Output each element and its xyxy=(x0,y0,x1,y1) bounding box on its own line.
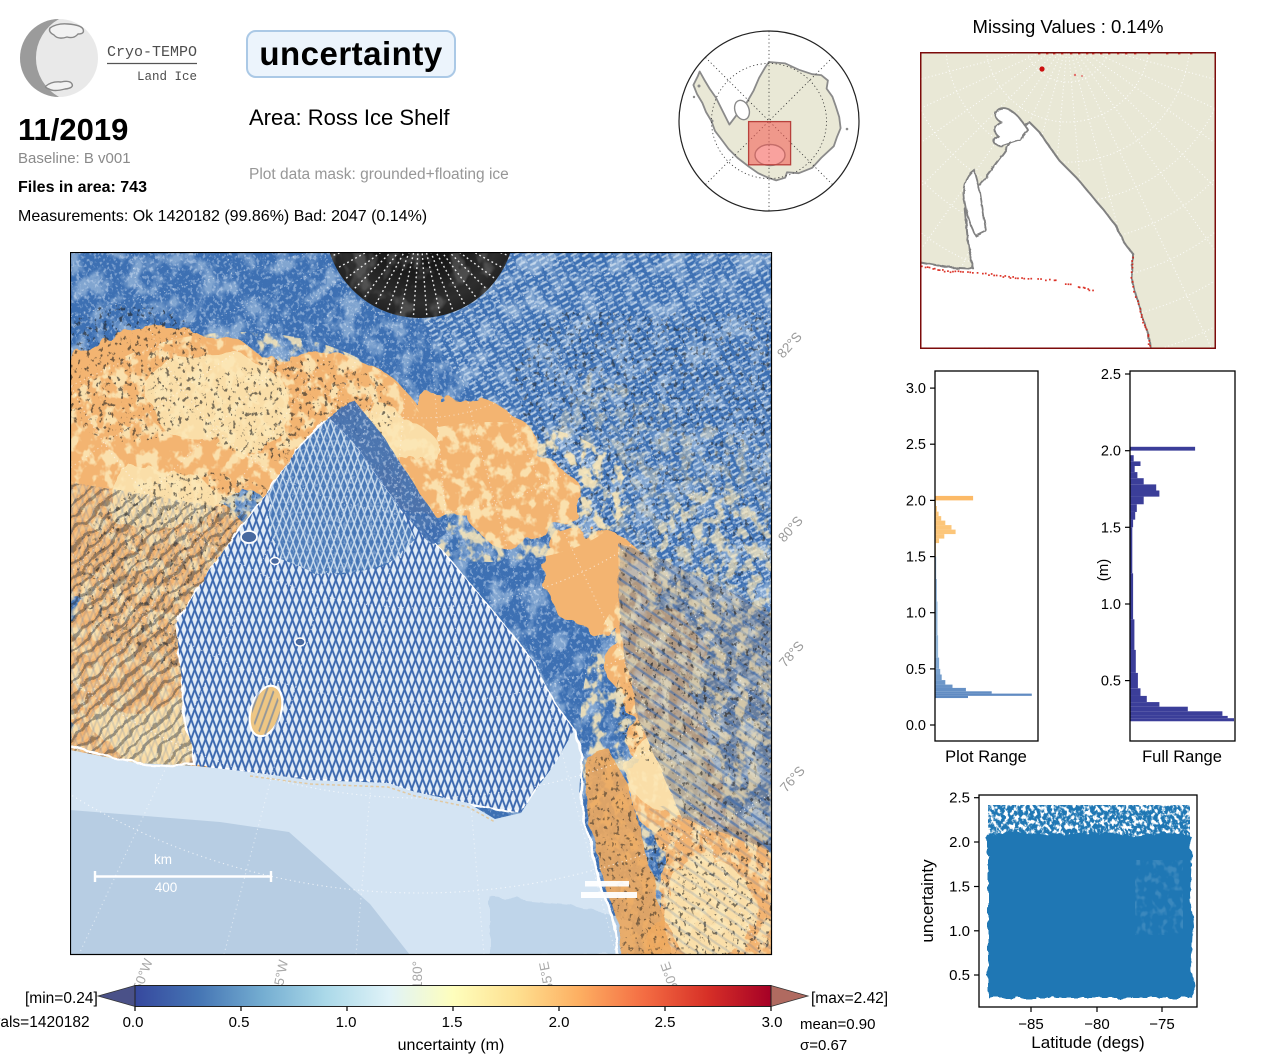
svg-text:2.0: 2.0 xyxy=(906,493,926,509)
svg-text:82°S: 82°S xyxy=(774,329,805,361)
svg-text:−85: −85 xyxy=(1018,1016,1043,1033)
svg-text:1.0: 1.0 xyxy=(949,923,970,940)
svg-text:Full Range: Full Range xyxy=(1142,748,1222,766)
svg-text:(m): (m) xyxy=(1095,559,1112,582)
svg-text:0.0: 0.0 xyxy=(906,718,926,734)
svg-text:km: km xyxy=(154,852,172,867)
svg-text:Land Ice: Land Ice xyxy=(137,70,197,84)
svg-text:uncertainty: uncertainty xyxy=(918,859,937,943)
svg-text:80°S: 80°S xyxy=(775,513,806,545)
svg-text:0.5: 0.5 xyxy=(949,967,970,984)
svg-text:2.5: 2.5 xyxy=(1101,367,1121,383)
svg-text:Latitude (degs): Latitude (degs) xyxy=(1031,1033,1144,1052)
svg-text:2.0: 2.0 xyxy=(949,834,970,851)
svg-text:76°S: 76°S xyxy=(777,763,808,795)
svg-text:1.0: 1.0 xyxy=(1101,597,1121,613)
svg-text:1.0: 1.0 xyxy=(906,606,926,622)
svg-text:0.5: 0.5 xyxy=(906,662,926,678)
svg-text:180°: 180° xyxy=(410,961,425,989)
svg-text:Plot Range: Plot Range xyxy=(945,748,1027,766)
svg-text:−80: −80 xyxy=(1084,1016,1109,1033)
svg-text:−75: −75 xyxy=(1149,1016,1174,1033)
svg-text:2.5: 2.5 xyxy=(949,790,970,807)
svg-text:1.5: 1.5 xyxy=(949,879,970,896)
svg-text:2.5: 2.5 xyxy=(906,437,926,453)
svg-text:78°S: 78°S xyxy=(776,638,807,670)
svg-text:1.5: 1.5 xyxy=(1101,520,1121,536)
svg-text:Cryo-TEMPO: Cryo-TEMPO xyxy=(107,44,197,61)
svg-text:400: 400 xyxy=(155,880,178,895)
svg-text:0.5: 0.5 xyxy=(1101,674,1121,690)
svg-text:2.0: 2.0 xyxy=(1101,444,1121,460)
svg-text:1.5: 1.5 xyxy=(906,550,926,566)
svg-text:3.0: 3.0 xyxy=(906,381,926,397)
